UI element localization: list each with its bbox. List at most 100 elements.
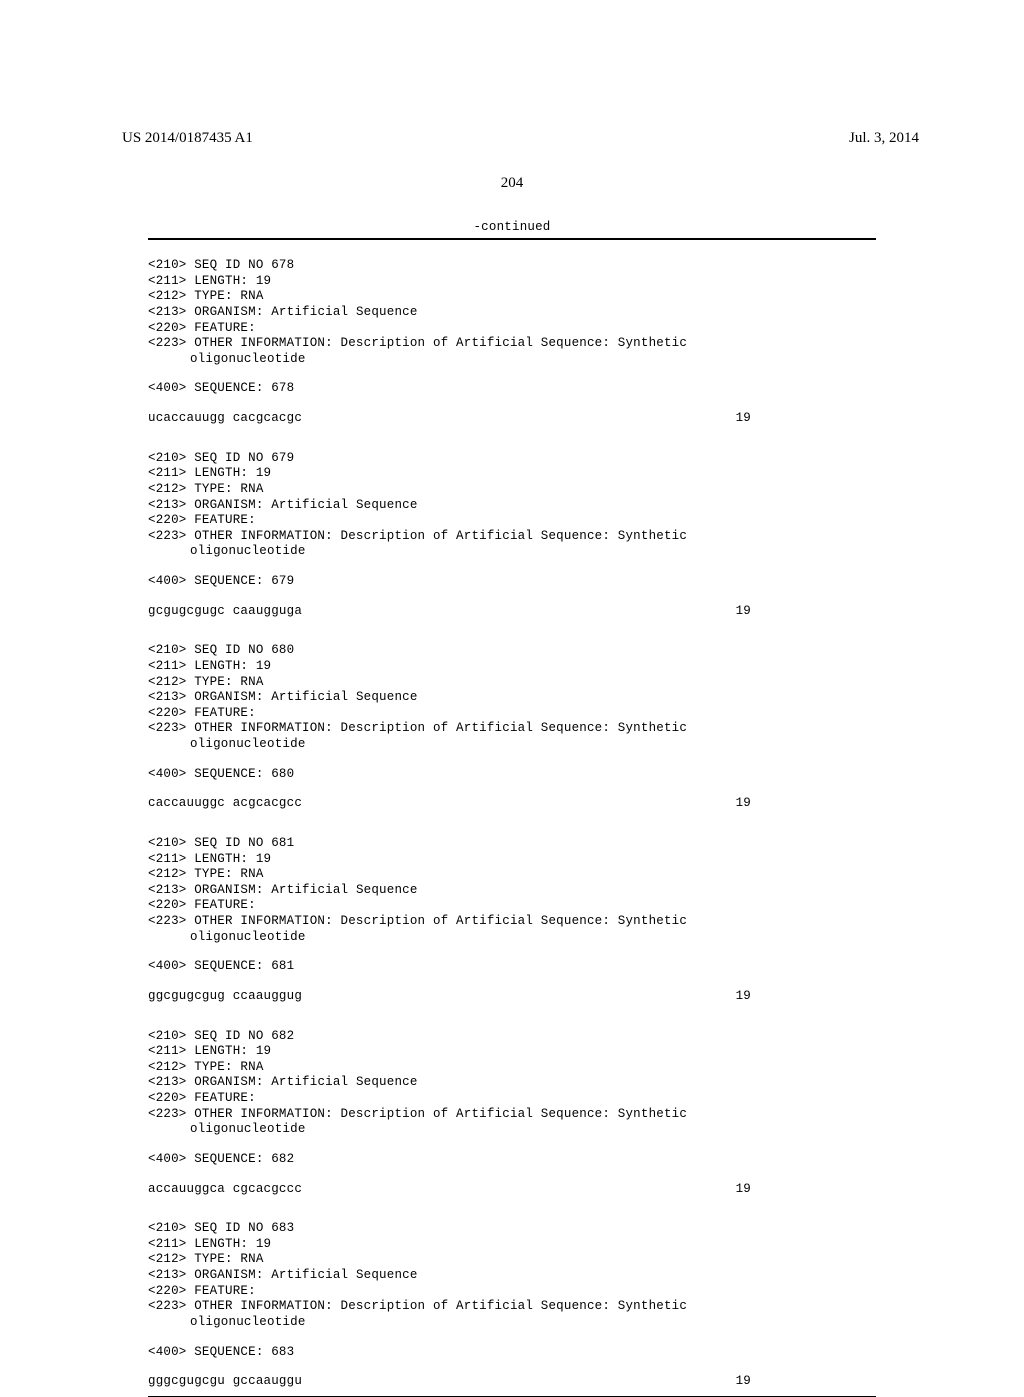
publication-date: Jul. 3, 2014 bbox=[849, 130, 919, 147]
sequence-entry: <210> SEQ ID NO 683 <211> LENGTH: 19 <21… bbox=[148, 1221, 876, 1390]
seq-otherinfo-line: <223> OTHER INFORMATION: Description of … bbox=[148, 1299, 876, 1315]
seq-organism: Artificial Sequence bbox=[271, 1268, 417, 1282]
seq-num-label: 683 bbox=[271, 1345, 294, 1359]
seq-length: 19 bbox=[256, 1044, 271, 1058]
seq-feature-line: <220> FEATURE: bbox=[148, 321, 876, 337]
seq-residues: ggcgugcgug ccaauggug bbox=[148, 989, 302, 1005]
seq-type-line: <212> TYPE: RNA bbox=[148, 1060, 876, 1076]
seq-otherinfo-line: <223> OTHER INFORMATION: Description of … bbox=[148, 914, 876, 930]
divider-thick bbox=[148, 238, 876, 240]
seq-organism-line: <213> ORGANISM: Artificial Sequence bbox=[148, 498, 876, 514]
seq-other-info: Description of Artificial Sequence: Synt… bbox=[341, 1107, 688, 1121]
seq-length-line: <211> LENGTH: 19 bbox=[148, 274, 876, 290]
seq-otherinfo-line: <223> OTHER INFORMATION: Description of … bbox=[148, 529, 876, 545]
seq-type: RNA bbox=[240, 867, 263, 881]
seq-residues: caccauuggc acgcacgcc bbox=[148, 796, 302, 812]
seq-sequence-label: <400> SEQUENCE: 679 bbox=[148, 574, 876, 590]
seq-otherinfo-line: <223> OTHER INFORMATION: Description of … bbox=[148, 1107, 876, 1123]
seq-other-info: Description of Artificial Sequence: Synt… bbox=[341, 721, 688, 735]
seq-residue-length: 19 bbox=[736, 604, 876, 620]
seq-id-line: <210> SEQ ID NO 679 bbox=[148, 451, 876, 467]
seq-other-info: Description of Artificial Sequence: Synt… bbox=[341, 529, 688, 543]
seq-otherinfo2: oligonucleotide bbox=[148, 1122, 876, 1138]
seq-type: RNA bbox=[240, 675, 263, 689]
seq-num-label: 678 bbox=[271, 381, 294, 395]
seq-residue-row: gggcgugcgu gccaauggu 19 bbox=[148, 1374, 876, 1390]
seq-length-line: <211> LENGTH: 19 bbox=[148, 1237, 876, 1253]
seq-other-info: Description of Artificial Sequence: Synt… bbox=[341, 336, 688, 350]
sequence-entry: <210> SEQ ID NO 678 <211> LENGTH: 19 <21… bbox=[148, 258, 876, 427]
seq-residue-row: accauuggca cgcacgccc 19 bbox=[148, 1182, 876, 1198]
sequence-entry: <210> SEQ ID NO 682 <211> LENGTH: 19 <21… bbox=[148, 1029, 876, 1198]
seq-organism: Artificial Sequence bbox=[271, 498, 417, 512]
seq-residues: gcgugcgugc caaugguga bbox=[148, 604, 302, 620]
seq-type: RNA bbox=[240, 289, 263, 303]
sequence-entry: <210> SEQ ID NO 681 <211> LENGTH: 19 <21… bbox=[148, 836, 876, 1005]
seq-num-label: 680 bbox=[271, 767, 294, 781]
seq-length-line: <211> LENGTH: 19 bbox=[148, 852, 876, 868]
seq-num-label: 682 bbox=[271, 1152, 294, 1166]
seq-organism: Artificial Sequence bbox=[271, 305, 417, 319]
seq-type: RNA bbox=[240, 1060, 263, 1074]
seq-organism-line: <213> ORGANISM: Artificial Sequence bbox=[148, 305, 876, 321]
content-body: -continued <210> SEQ ID NO 678 <211> LEN… bbox=[148, 220, 876, 1397]
patent-page: US 2014/0187435 A1 Jul. 3, 2014 204 -con… bbox=[0, 0, 1024, 1320]
seq-feature-line: <220> FEATURE: bbox=[148, 513, 876, 529]
seq-other-info: Description of Artificial Sequence: Synt… bbox=[341, 1299, 688, 1313]
seq-id: 680 bbox=[271, 643, 294, 657]
seq-feature-line: <220> FEATURE: bbox=[148, 898, 876, 914]
seq-id: 681 bbox=[271, 836, 294, 850]
seq-sequence-label: <400> SEQUENCE: 683 bbox=[148, 1345, 876, 1361]
seq-num-label: 679 bbox=[271, 574, 294, 588]
seq-type: RNA bbox=[240, 482, 263, 496]
seq-feature-line: <220> FEATURE: bbox=[148, 1091, 876, 1107]
seq-type-line: <212> TYPE: RNA bbox=[148, 482, 876, 498]
seq-sequence-label: <400> SEQUENCE: 678 bbox=[148, 381, 876, 397]
sequence-entry: <210> SEQ ID NO 680 <211> LENGTH: 19 <21… bbox=[148, 643, 876, 812]
seq-residue-length: 19 bbox=[736, 411, 876, 427]
seq-id: 683 bbox=[271, 1221, 294, 1235]
seq-residue-row: ggcgugcgug ccaauggug 19 bbox=[148, 989, 876, 1005]
seq-organism: Artificial Sequence bbox=[271, 883, 417, 897]
seq-otherinfo2: oligonucleotide bbox=[148, 1315, 876, 1331]
seq-type-line: <212> TYPE: RNA bbox=[148, 675, 876, 691]
page-header: US 2014/0187435 A1 Jul. 3, 2014 bbox=[0, 130, 1024, 147]
seq-length: 19 bbox=[256, 659, 271, 673]
seq-residue-row: gcgugcgugc caaugguga 19 bbox=[148, 604, 876, 620]
seq-id-line: <210> SEQ ID NO 683 bbox=[148, 1221, 876, 1237]
seq-residue-length: 19 bbox=[736, 796, 876, 812]
seq-otherinfo2: oligonucleotide bbox=[148, 930, 876, 946]
seq-length-line: <211> LENGTH: 19 bbox=[148, 466, 876, 482]
seq-length-line: <211> LENGTH: 19 bbox=[148, 1044, 876, 1060]
seq-id-line: <210> SEQ ID NO 682 bbox=[148, 1029, 876, 1045]
seq-residue-row: caccauuggc acgcacgcc 19 bbox=[148, 796, 876, 812]
seq-sequence-label: <400> SEQUENCE: 682 bbox=[148, 1152, 876, 1168]
seq-residue-length: 19 bbox=[736, 989, 876, 1005]
seq-organism-line: <213> ORGANISM: Artificial Sequence bbox=[148, 1075, 876, 1091]
seq-residue-row: ucaccauugg cacgcacgc 19 bbox=[148, 411, 876, 427]
seq-otherinfo-line: <223> OTHER INFORMATION: Description of … bbox=[148, 721, 876, 737]
seq-length: 19 bbox=[256, 1237, 271, 1251]
sequence-entry: <210> SEQ ID NO 679 <211> LENGTH: 19 <21… bbox=[148, 451, 876, 620]
seq-organism: Artificial Sequence bbox=[271, 690, 417, 704]
seq-other-info: Description of Artificial Sequence: Synt… bbox=[341, 914, 688, 928]
seq-residue-length: 19 bbox=[736, 1182, 876, 1198]
seq-num-label: 681 bbox=[271, 959, 294, 973]
seq-length: 19 bbox=[256, 274, 271, 288]
seq-type-line: <212> TYPE: RNA bbox=[148, 1252, 876, 1268]
seq-feature-line: <220> FEATURE: bbox=[148, 1284, 876, 1300]
seq-id-line: <210> SEQ ID NO 680 bbox=[148, 643, 876, 659]
seq-organism-line: <213> ORGANISM: Artificial Sequence bbox=[148, 883, 876, 899]
seq-sequence-label: <400> SEQUENCE: 681 bbox=[148, 959, 876, 975]
seq-organism-line: <213> ORGANISM: Artificial Sequence bbox=[148, 690, 876, 706]
seq-id: 682 bbox=[271, 1029, 294, 1043]
seq-type-line: <212> TYPE: RNA bbox=[148, 289, 876, 305]
seq-residues: gggcgugcgu gccaauggu bbox=[148, 1374, 302, 1390]
seq-otherinfo-line: <223> OTHER INFORMATION: Description of … bbox=[148, 336, 876, 352]
seq-id-line: <210> SEQ ID NO 678 bbox=[148, 258, 876, 274]
page-number: 204 bbox=[0, 175, 1024, 192]
seq-otherinfo2: oligonucleotide bbox=[148, 544, 876, 560]
seq-length: 19 bbox=[256, 466, 271, 480]
seq-residues: ucaccauugg cacgcacgc bbox=[148, 411, 302, 427]
continued-label: -continued bbox=[148, 220, 876, 234]
